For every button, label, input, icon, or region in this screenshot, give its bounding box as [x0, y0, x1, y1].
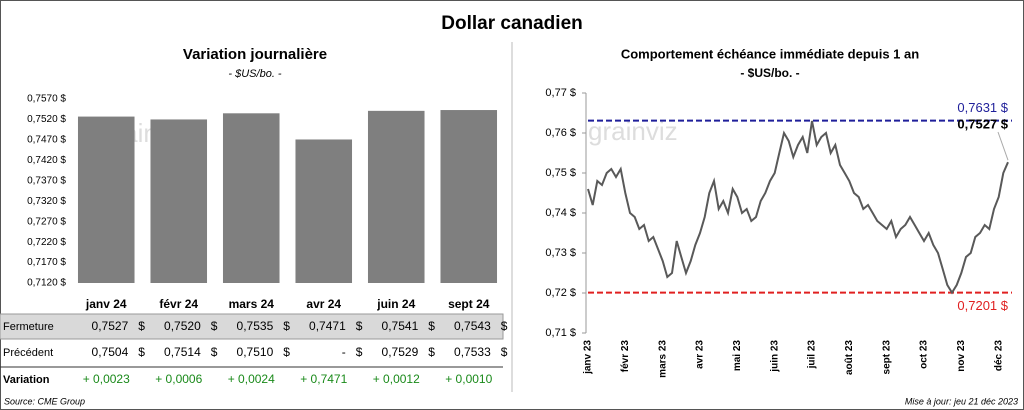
table-unit: $	[211, 345, 218, 359]
table-cell: + 0,0024	[228, 372, 275, 386]
line-subtitle: - $US/bo. -	[740, 66, 799, 80]
table-cell: 0,7543	[454, 319, 491, 333]
table-unit: $	[356, 319, 363, 333]
label-leader	[997, 131, 1009, 161]
table-cell: + 0,0006	[155, 372, 202, 386]
table-cell: 0,7533	[454, 345, 491, 359]
bar	[295, 139, 353, 283]
y-tick-label: 0,72 $	[545, 287, 576, 299]
x-tick-label: avr 24	[306, 297, 341, 311]
updated: Mise à jour: jeu 21 déc 2023	[905, 396, 1018, 406]
y-tick-label: 0,7270 $	[27, 216, 66, 227]
y-tick-label: 0,7570 $	[27, 94, 66, 105]
x-tick-label: janv 23	[583, 340, 594, 375]
y-tick-label: 0,7120 $	[27, 278, 66, 289]
x-tick-label: mars 23	[657, 340, 668, 378]
x-tick-label: déc 23	[993, 340, 1004, 372]
x-tick-label: avr 23	[695, 340, 706, 369]
x-tick-label: févr 24	[159, 297, 198, 311]
table-unit: $	[283, 345, 290, 359]
reference-label: 0,7201 $	[957, 298, 1008, 313]
table-cell: 0,7471	[309, 319, 346, 333]
table-unit: $	[501, 319, 508, 333]
x-tick-label: juin 23	[769, 340, 780, 373]
table-unit: $	[138, 319, 145, 333]
y-tick-label: 0,7320 $	[27, 196, 66, 207]
table-cell: 0,7520	[164, 319, 201, 333]
table-cell: 0,7514	[164, 345, 201, 359]
table-cell: 0,7535	[237, 319, 274, 333]
row-label: Précédent	[3, 347, 53, 359]
table-unit: $	[428, 345, 435, 359]
x-tick-label: sept 23	[881, 340, 892, 375]
table-cell: -	[342, 345, 346, 359]
table-cell: + 0,0023	[83, 372, 130, 386]
y-tick-label: 0,71 $	[545, 327, 576, 339]
bar	[222, 113, 280, 283]
bar-subtitle: - $US/bo. -	[228, 68, 282, 80]
y-tick-label: 0,77 $	[545, 87, 576, 99]
y-tick-label: 0,74 $	[545, 207, 576, 219]
x-tick-label: sept 24	[448, 297, 490, 311]
y-tick-label: 0,7370 $	[27, 175, 66, 186]
table-cell: 0,7529	[382, 345, 419, 359]
table-unit: $	[356, 345, 363, 359]
table-unit: $	[501, 345, 508, 359]
y-tick-label: 0,7170 $	[27, 257, 66, 268]
y-tick-label: 0,73 $	[545, 247, 576, 259]
y-tick-label: 0,76 $	[545, 127, 576, 139]
x-tick-label: oct 23	[919, 340, 930, 369]
table-unit: $	[283, 319, 290, 333]
source: Source: CME Group	[4, 396, 85, 406]
table-cell: 0,7504	[92, 345, 129, 359]
x-tick-label: janv 24	[85, 297, 127, 311]
table-cell: + 0,0010	[445, 372, 492, 386]
bar-title: Variation journalière	[183, 46, 327, 63]
x-tick-label: févr 23	[620, 340, 631, 373]
reference-label: 0,7631 $	[957, 100, 1008, 115]
x-tick-label: mai 23	[732, 340, 743, 372]
table-unit: $	[138, 345, 145, 359]
price-line	[587, 120, 1009, 295]
table-unit: $	[428, 319, 435, 333]
y-tick-label: 0,75 $	[545, 167, 576, 179]
table-cell: 0,7541	[382, 319, 419, 333]
y-tick-label: 0,7420 $	[27, 155, 66, 166]
y-tick-label: 0,7220 $	[27, 237, 66, 248]
table-cell: + 0,7471	[300, 372, 347, 386]
bar	[77, 116, 135, 284]
y-tick-label: 0,7470 $	[27, 135, 66, 146]
table-cell: 0,7510	[237, 345, 274, 359]
x-tick-label: mars 24	[229, 297, 275, 311]
line-title: Comportement échéance immédiate depuis 1…	[621, 46, 919, 61]
row-label: Fermeture	[3, 321, 54, 333]
bar	[440, 110, 498, 283]
x-tick-label: nov 23	[956, 340, 967, 372]
table-highlight	[0, 313, 504, 340]
row-label: Variation	[3, 374, 50, 386]
bar	[367, 110, 425, 283]
table-cell: + 0,0012	[373, 372, 420, 386]
x-tick-label: août 23	[844, 340, 855, 375]
main-title: Dollar canadien	[441, 13, 583, 34]
table-unit: $	[211, 319, 218, 333]
bar	[150, 119, 208, 283]
value-label: 0,7527 $	[957, 116, 1008, 131]
x-tick-label: juin 24	[376, 297, 415, 311]
y-tick-label: 0,7520 $	[27, 114, 66, 125]
table-cell: 0,7527	[92, 319, 129, 333]
x-tick-label: juil 23	[807, 340, 818, 370]
